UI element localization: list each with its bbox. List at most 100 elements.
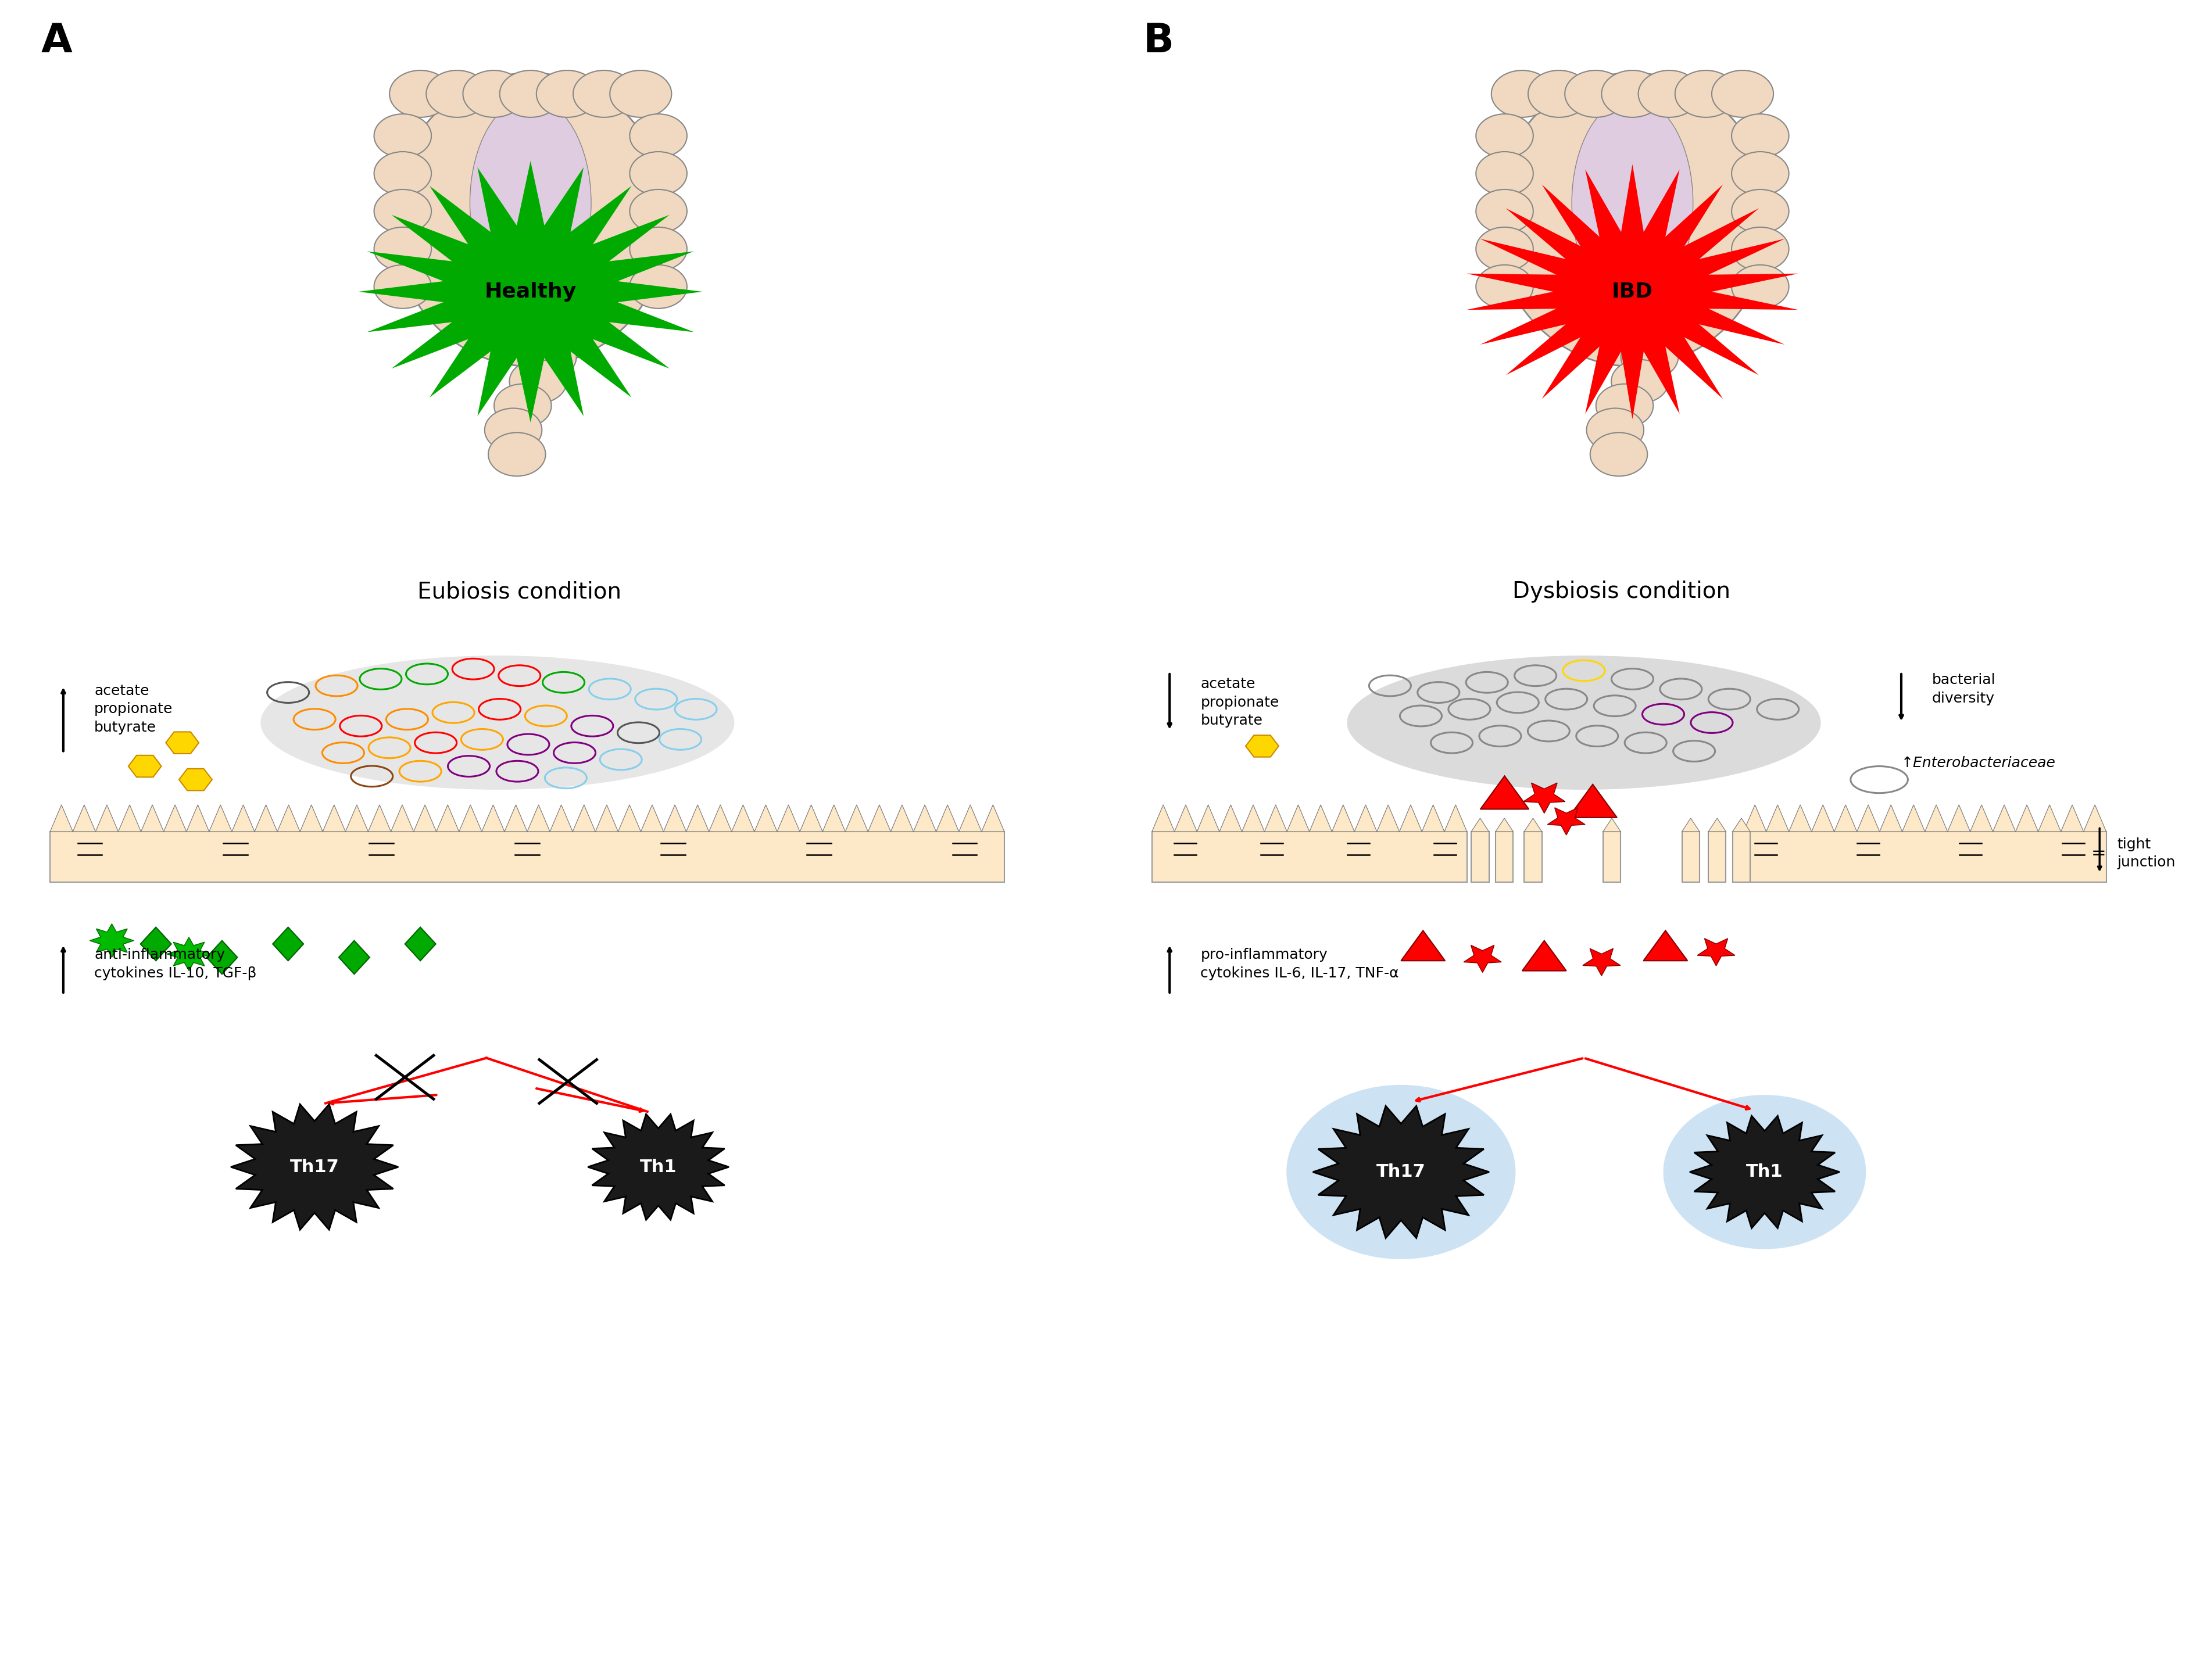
Polygon shape	[1691, 1116, 1841, 1228]
Polygon shape	[437, 805, 459, 832]
Circle shape	[1287, 1085, 1516, 1260]
Polygon shape	[2039, 805, 2061, 832]
Polygon shape	[823, 805, 845, 832]
FancyBboxPatch shape	[1472, 832, 1490, 882]
Circle shape	[1565, 71, 1627, 118]
Circle shape	[629, 265, 686, 309]
Polygon shape	[1399, 805, 1421, 832]
Polygon shape	[1812, 805, 1834, 832]
Polygon shape	[1834, 805, 1856, 832]
Circle shape	[373, 151, 430, 195]
Circle shape	[1620, 336, 1677, 380]
Polygon shape	[2083, 805, 2105, 832]
Polygon shape	[391, 805, 413, 832]
Circle shape	[1675, 71, 1737, 118]
Polygon shape	[459, 805, 481, 832]
Circle shape	[501, 287, 558, 331]
Polygon shape	[1443, 805, 1468, 832]
Polygon shape	[505, 805, 527, 832]
Polygon shape	[550, 805, 572, 832]
Polygon shape	[358, 161, 702, 422]
Text: Th17: Th17	[1377, 1164, 1426, 1181]
Polygon shape	[1468, 165, 1799, 418]
Polygon shape	[1313, 1105, 1490, 1238]
Polygon shape	[232, 805, 254, 832]
Circle shape	[373, 114, 430, 158]
Text: tight
junction: tight junction	[2117, 837, 2176, 870]
Ellipse shape	[1571, 97, 1693, 307]
Circle shape	[1587, 408, 1644, 452]
Polygon shape	[481, 805, 505, 832]
FancyBboxPatch shape	[1732, 832, 1750, 882]
Polygon shape	[322, 805, 346, 832]
Polygon shape	[1582, 949, 1620, 976]
Circle shape	[488, 432, 545, 475]
Polygon shape	[777, 805, 799, 832]
FancyBboxPatch shape	[1682, 832, 1699, 882]
Polygon shape	[232, 1104, 397, 1230]
Polygon shape	[1243, 805, 1265, 832]
Polygon shape	[1697, 939, 1735, 966]
Polygon shape	[119, 805, 141, 832]
FancyBboxPatch shape	[1602, 832, 1620, 882]
Polygon shape	[1377, 805, 1399, 832]
Circle shape	[1611, 360, 1668, 403]
Polygon shape	[128, 756, 161, 778]
Polygon shape	[185, 805, 210, 832]
Polygon shape	[1993, 805, 2015, 832]
Circle shape	[373, 227, 430, 270]
Polygon shape	[1766, 805, 1790, 832]
Polygon shape	[1971, 805, 1993, 832]
Polygon shape	[733, 805, 755, 832]
Circle shape	[1527, 71, 1589, 118]
Polygon shape	[369, 805, 391, 832]
Polygon shape	[572, 805, 596, 832]
Polygon shape	[1355, 805, 1377, 832]
FancyBboxPatch shape	[51, 832, 1004, 882]
Text: Th17: Th17	[289, 1159, 340, 1176]
Polygon shape	[958, 805, 982, 832]
Polygon shape	[1790, 805, 1812, 832]
Ellipse shape	[260, 655, 735, 790]
Circle shape	[1604, 287, 1662, 331]
Text: =: =	[2092, 845, 2105, 862]
Polygon shape	[1856, 805, 1880, 832]
Circle shape	[1664, 1095, 1865, 1250]
Circle shape	[373, 190, 430, 234]
Polygon shape	[51, 805, 73, 832]
Polygon shape	[1481, 776, 1529, 810]
Text: pro-inflammatory
cytokines IL-6, IL-17, TNF-α: pro-inflammatory cytokines IL-6, IL-17, …	[1201, 948, 1399, 979]
Ellipse shape	[1346, 655, 1821, 790]
Circle shape	[536, 71, 598, 118]
Polygon shape	[1744, 805, 1766, 832]
Polygon shape	[1682, 818, 1699, 832]
Polygon shape	[141, 805, 163, 832]
Circle shape	[373, 265, 430, 309]
FancyBboxPatch shape	[1152, 832, 1468, 882]
Polygon shape	[413, 805, 437, 832]
Circle shape	[499, 71, 561, 118]
Text: IBD: IBD	[1611, 282, 1653, 302]
Polygon shape	[1732, 818, 1750, 832]
Polygon shape	[1174, 805, 1196, 832]
Circle shape	[609, 71, 671, 118]
Polygon shape	[1152, 805, 1174, 832]
Polygon shape	[1644, 931, 1688, 961]
Polygon shape	[168, 937, 212, 971]
Polygon shape	[1925, 805, 1947, 832]
Polygon shape	[274, 927, 305, 961]
Polygon shape	[587, 1114, 728, 1220]
Polygon shape	[1472, 818, 1490, 832]
Circle shape	[629, 190, 686, 234]
Polygon shape	[914, 805, 936, 832]
Polygon shape	[73, 805, 95, 832]
Polygon shape	[1902, 805, 1925, 832]
Polygon shape	[892, 805, 914, 832]
Circle shape	[629, 114, 686, 158]
Circle shape	[1732, 227, 1790, 270]
Polygon shape	[300, 805, 322, 832]
Polygon shape	[527, 805, 550, 832]
Polygon shape	[346, 805, 369, 832]
Ellipse shape	[393, 72, 669, 366]
Circle shape	[629, 151, 686, 195]
